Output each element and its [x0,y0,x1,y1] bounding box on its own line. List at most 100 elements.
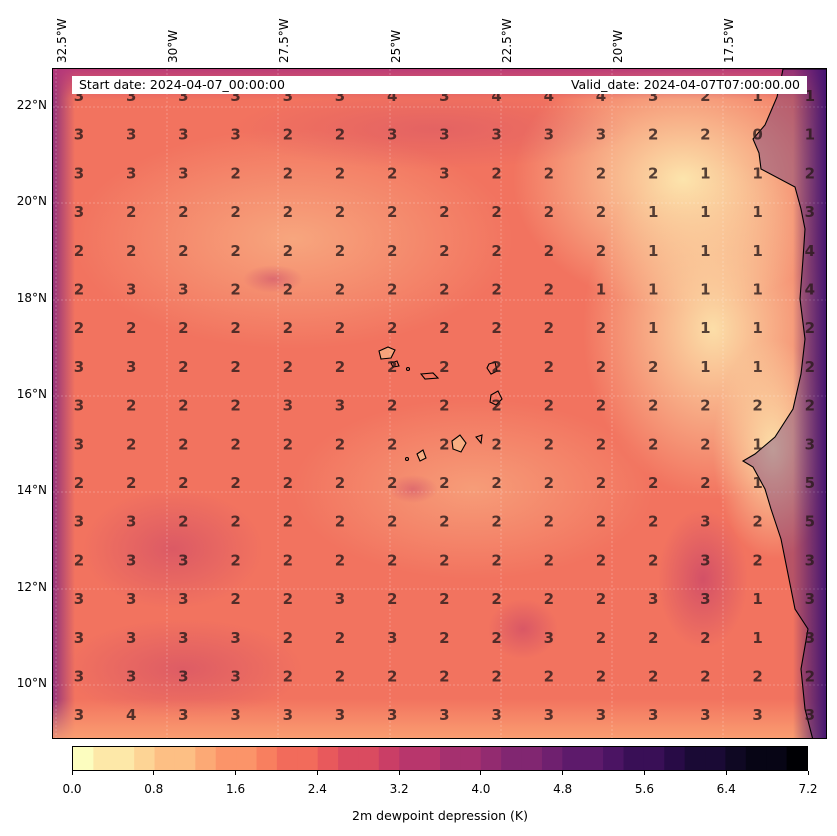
colorbar-swatch [766,747,788,770]
colorbar-swatch [154,747,176,770]
colorbar-swatch [460,747,482,770]
grid-value: 2 [700,397,710,415]
grid-value: 3 [178,668,188,686]
grid-value: 2 [648,551,658,569]
grid-value: 2 [439,358,449,376]
colorbar-swatch [480,747,502,770]
lat-label-14n: 14°N [16,483,47,497]
grid-value: 2 [178,203,188,221]
grid-value: 2 [544,358,554,376]
colorbar-swatch [276,747,298,770]
grid-value: 2 [335,164,345,182]
lon-label-27-5w: 27.5°W [277,18,291,63]
grid-value: 2 [700,474,710,492]
grid-value: 2 [230,397,240,415]
colorbar-swatch [113,747,135,770]
grid-value: 3 [805,706,815,724]
colorbar-swatch [643,747,665,770]
grid-value: 2 [387,281,397,299]
grid-value: 2 [335,281,345,299]
colorbar-tick-label: 0.0 [62,782,82,796]
grid-value: 3 [74,203,84,221]
colorbar-swatch [317,747,339,770]
grid-value: 2 [387,319,397,337]
grid-value: 2 [387,397,397,415]
grid-value: 2 [283,551,293,569]
grid-value: 3 [178,281,188,299]
lat-label-18n: 18°N [16,291,47,305]
grid-value: 2 [491,668,501,686]
grid-value: 1 [805,126,815,144]
grid-value: 3 [596,706,606,724]
colorbar-swatch [399,747,421,770]
grid-value: 2 [335,319,345,337]
grid-value: 1 [648,319,658,337]
grid-value: 2 [596,551,606,569]
grid-value: 3 [126,87,136,105]
grid-value: 3 [74,435,84,453]
grid-value: 2 [648,668,658,686]
lon-label-17-5w: 17.5°W [722,18,736,63]
colorbar-swatch [582,747,604,770]
grid-value: 3 [700,590,710,608]
grid-value: 2 [805,319,815,337]
grid-value: 2 [178,319,188,337]
grid-value: 3 [126,126,136,144]
grid-value: 1 [648,242,658,260]
grid-value: 3 [126,513,136,531]
colorbar-tick-mark [725,771,727,775]
colorbar-tick-mark [153,771,155,775]
colorbar-swatch [236,747,258,770]
grid-value: 3 [335,87,345,105]
grid-value: 2 [439,203,449,221]
grid-value: 2 [596,474,606,492]
grid-value: 3 [74,513,84,531]
grid-value: 2 [648,435,658,453]
grid-value: 3 [544,126,554,144]
grid-value: 2 [648,629,658,647]
grid-value: 2 [700,668,710,686]
grid-value: 2 [805,358,815,376]
grid-value: 2 [544,397,554,415]
grid-value: 3 [74,87,84,105]
grid-value: 2 [230,474,240,492]
grid-value: 2 [648,474,658,492]
grid-value: 2 [283,164,293,182]
grid-value: 2 [596,435,606,453]
grid-value: 2 [283,281,293,299]
grid-value: 3 [335,590,345,608]
colorbar-swatch [256,747,278,770]
colorbar-swatch [786,747,807,770]
grid-value: 2 [387,474,397,492]
grid-value: 2 [283,126,293,144]
grid-value: 3 [387,126,397,144]
colorbar-swatch [603,747,625,770]
grid-value: 2 [283,358,293,376]
colorbar-swatch [541,747,563,770]
grid-value: 0 [752,126,762,144]
grid-value: 3 [126,590,136,608]
grid-value: 2 [74,551,84,569]
grid-value: 2 [283,203,293,221]
grid-value: 3 [126,164,136,182]
grid-value: 2 [335,435,345,453]
colorbar-swatch [521,747,543,770]
grid-value: 2 [439,281,449,299]
grid-value: 3 [335,706,345,724]
grid-value: 2 [491,319,501,337]
grid-value: 2 [491,435,501,453]
grid-value: 4 [387,87,397,105]
grid-value: 3 [387,629,397,647]
grid-value: 2 [596,358,606,376]
grid-value: 2 [335,474,345,492]
grid-value: 3 [230,126,240,144]
grid-value: 2 [230,590,240,608]
grid-value: 1 [752,242,762,260]
grid-value: 1 [700,319,710,337]
grid-value: 2 [700,435,710,453]
grid-value: 1 [700,242,710,260]
grid-value: 3 [439,126,449,144]
valid-date-text: Valid_date: 2024-04-07T07:00:00.00 [570,77,800,92]
grid-value: 2 [230,358,240,376]
grid-value: 2 [596,242,606,260]
